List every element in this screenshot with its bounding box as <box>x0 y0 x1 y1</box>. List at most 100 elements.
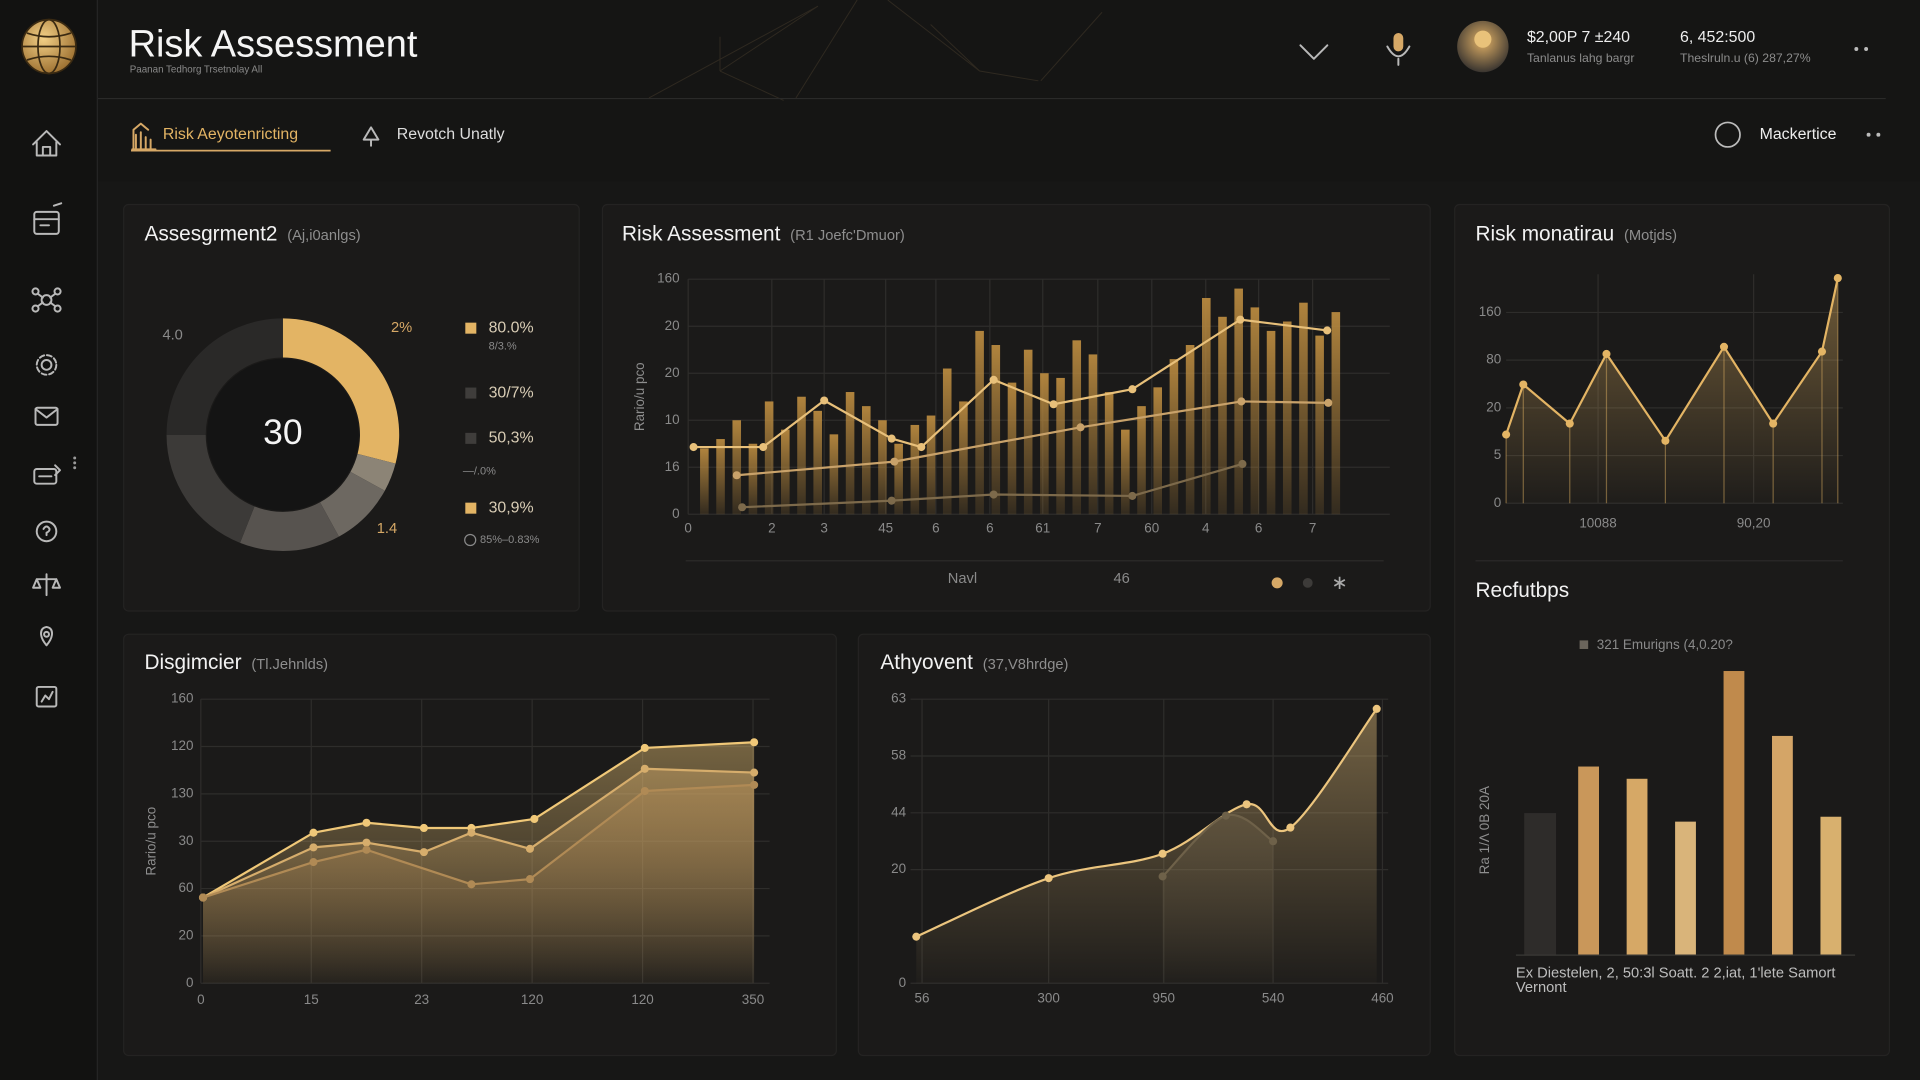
point <box>759 443 768 452</box>
donut-segment <box>166 434 255 543</box>
y-tick-label: 20 <box>665 365 680 380</box>
nav-more[interactable] <box>73 466 77 470</box>
account-menu[interactable] <box>1866 132 1881 137</box>
header-menu[interactable] <box>1864 47 1869 51</box>
nav-transfer[interactable] <box>33 464 61 485</box>
bar <box>845 392 855 515</box>
nav-location[interactable] <box>40 625 54 647</box>
donut-annotation: 1.4 <box>377 521 397 537</box>
nav-calendar[interactable] <box>33 202 63 235</box>
nav-network[interactable] <box>31 287 40 296</box>
x-axis-label: Ex Diestelen, 2, 50:3l Soatt. 2 2,iat, 1… <box>1516 965 1836 981</box>
nav-calendar[interactable] <box>33 210 60 235</box>
page-star[interactable] <box>1333 576 1346 589</box>
bar <box>878 420 887 515</box>
logo[interactable] <box>21 18 77 75</box>
nav-more[interactable] <box>73 456 77 470</box>
nav-transfer[interactable] <box>38 464 61 478</box>
microphone[interactable] <box>1386 33 1411 66</box>
header-decoration <box>887 0 980 72</box>
nav-network[interactable] <box>53 287 62 296</box>
page-dot[interactable] <box>1271 577 1283 589</box>
logo[interactable] <box>26 55 72 61</box>
y-tick-label: 160 <box>657 271 679 286</box>
nav-home[interactable] <box>32 130 61 157</box>
point <box>525 844 534 853</box>
nav-transfer[interactable] <box>33 468 58 485</box>
nav-settings[interactable] <box>40 359 53 371</box>
chart-subtitle: (37,V8hrdge) <box>983 657 1069 673</box>
point <box>419 823 428 833</box>
point <box>640 743 649 752</box>
tab-active[interactable]: Risk Aeyotenricting <box>163 126 298 143</box>
point <box>732 471 741 480</box>
logo[interactable] <box>21 18 77 75</box>
nav-mail[interactable] <box>34 408 59 419</box>
account-icon[interactable] <box>1714 121 1741 148</box>
y-tick-label: 160 <box>171 691 193 706</box>
nav-network[interactable] <box>31 287 62 313</box>
dropdown[interactable] <box>1299 44 1329 60</box>
chart-title: Risk Assessment <box>622 223 781 246</box>
microphone[interactable] <box>1393 33 1404 52</box>
page-subtitle: Paanan Tedhorg Trsetnolay All <box>130 64 262 75</box>
nav-help[interactable] <box>42 525 51 537</box>
nav-help[interactable] <box>35 520 58 543</box>
page-dot[interactable] <box>1302 577 1313 588</box>
nav-reports[interactable] <box>35 685 58 708</box>
nav-settings[interactable] <box>35 354 58 376</box>
bar <box>1056 377 1065 515</box>
x-tick-label: 950 <box>1153 991 1175 1006</box>
nav-home[interactable] <box>32 130 61 157</box>
x-tick-label: 0 <box>684 521 691 536</box>
nav-mail[interactable] <box>34 406 59 426</box>
point <box>198 893 208 902</box>
nav-calendar[interactable] <box>52 202 63 207</box>
bar <box>1137 406 1146 515</box>
header-menu[interactable] <box>1854 47 1869 51</box>
nav-balance[interactable] <box>32 573 61 597</box>
account-menu[interactable] <box>1866 132 1871 137</box>
x-tick-label: 120 <box>521 992 543 1007</box>
nav-home[interactable] <box>41 145 52 157</box>
account-menu[interactable] <box>1876 132 1881 137</box>
nav-help[interactable] <box>35 520 58 543</box>
y-axis-label: Ra 1/Λ 0B 20A <box>1477 786 1492 874</box>
point <box>912 932 921 941</box>
bar <box>1250 307 1260 515</box>
footer-label: 46 <box>1113 571 1129 587</box>
nav-reports[interactable] <box>35 685 58 708</box>
chart-subtitle: (Motjds) <box>1624 228 1677 244</box>
nav-reports[interactable] <box>40 690 54 703</box>
point <box>1719 342 1729 351</box>
point <box>750 738 759 747</box>
microphone[interactable] <box>1386 45 1411 66</box>
point <box>530 814 539 824</box>
logo[interactable] <box>26 32 72 38</box>
stat-label: Tanlanus lahg bargr <box>1527 51 1634 65</box>
x-tick-label: 45 <box>878 521 893 536</box>
point <box>362 845 371 854</box>
nav-network[interactable] <box>36 292 57 308</box>
bar <box>1282 321 1292 515</box>
chart-subtitle: (Tl.Jehnlds) <box>251 657 328 673</box>
donut-annotation: 4.0 <box>162 327 182 343</box>
nav-location[interactable] <box>40 625 54 647</box>
nav-more[interactable] <box>73 456 77 460</box>
bar <box>813 410 822 515</box>
header-menu[interactable] <box>1854 47 1859 51</box>
nav-network[interactable] <box>31 304 40 313</box>
nav-more[interactable] <box>73 461 77 465</box>
nav-balance[interactable] <box>32 573 61 597</box>
header-decoration <box>1040 11 1103 82</box>
point <box>1269 837 1278 846</box>
nav-network[interactable] <box>53 304 62 313</box>
nav-location[interactable] <box>43 630 50 638</box>
point <box>1128 491 1137 500</box>
nav-settings[interactable] <box>35 354 58 376</box>
nav-mail[interactable] <box>34 406 59 426</box>
tab[interactable]: Revotch Unatly <box>397 126 505 143</box>
account-name[interactable]: Mackertice <box>1760 126 1837 143</box>
bar <box>1266 330 1276 515</box>
nav-network[interactable] <box>40 294 53 306</box>
